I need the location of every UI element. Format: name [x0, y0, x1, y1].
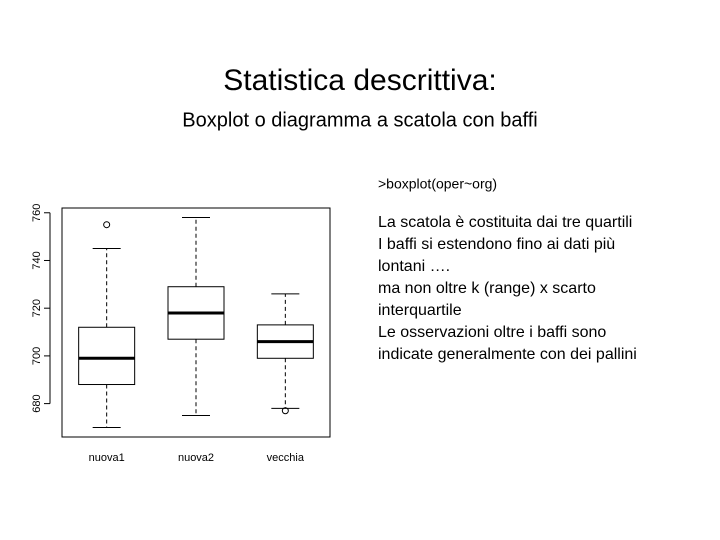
outlier: [281, 407, 289, 415]
box: [78, 326, 136, 386]
y-tick-label: 760: [31, 204, 43, 222]
x-tick-label: nuova2: [178, 452, 214, 464]
chart: 680 700 720 740 760 nuova1 nuova2 vecchia: [31, 204, 331, 464]
slide-subtitle: Boxplot o diagramma a scatola con baffi: [182, 109, 537, 131]
note-line: interquartile: [378, 302, 462, 319]
y-tick-label: 680: [31, 394, 43, 412]
x-tick-label: vecchia: [267, 452, 305, 464]
note-line: indicate generalmente con dei pallini: [378, 346, 637, 363]
notes: La scatola è costituita dai tre quartili…: [378, 214, 637, 363]
plot-frame: [61, 207, 331, 438]
note-line: La scatola è costituita dai tre quartili: [378, 214, 632, 231]
y-tick-label: 720: [31, 299, 43, 317]
note-line: ma non oltre k (range) x scarto: [378, 280, 596, 297]
y-tick-label: 700: [31, 347, 43, 365]
outlier: [103, 221, 111, 229]
note-line: Le osservazioni oltre i baffi sono: [378, 324, 606, 341]
y-tick-label: 740: [31, 251, 43, 269]
slide-title: Statistica descrittiva:: [223, 64, 496, 97]
x-tick-label: nuova1: [89, 452, 125, 464]
command: >boxplot(oper~org): [378, 176, 497, 192]
note-line: I baffi si estendono fino ai dati più: [378, 236, 615, 253]
note-line: lontani ….: [378, 258, 450, 275]
